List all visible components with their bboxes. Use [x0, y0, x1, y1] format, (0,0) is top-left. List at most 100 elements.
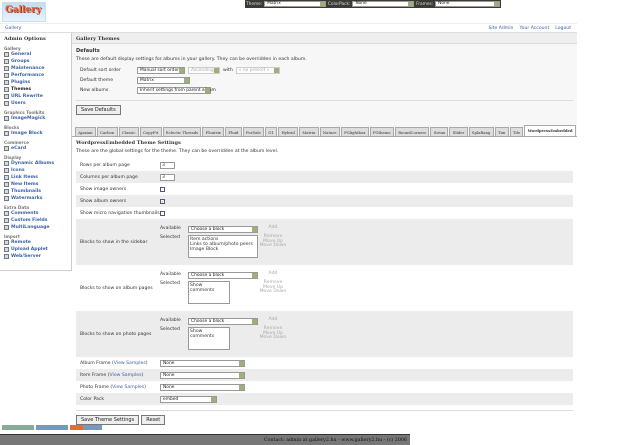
sidebar-item-image-block[interactable]: Image Block: [4, 130, 67, 137]
sidebar-item-link-items[interactable]: Link Items: [4, 174, 67, 181]
rows-input[interactable]: 3: [160, 161, 175, 169]
album-available-select[interactable]: Choose a block: [188, 272, 258, 279]
album-frame-select[interactable]: None: [160, 359, 245, 367]
view-samples-link[interactable]: View Samples: [109, 372, 142, 378]
photo-blocks-row: Blocks to show on photo pages Available C…: [76, 311, 573, 357]
micro-nav-checkbox[interactable]: [160, 210, 165, 216]
add-button[interactable]: Add: [268, 317, 278, 322]
sidebar-item-web-server[interactable]: Web/Server: [4, 253, 67, 260]
remove-button[interactable]: Remove: [263, 234, 283, 239]
sidebar-item-remote[interactable]: Remote: [4, 239, 67, 246]
tab-carbon[interactable]: Carbon: [96, 127, 118, 136]
move-up-button[interactable]: Move Up: [262, 330, 284, 336]
list-item[interactable]: Image Block: [190, 247, 219, 252]
item-frame-select[interactable]: None: [160, 371, 245, 379]
sidebar-item-upload-applet[interactable]: Upload Applet: [4, 246, 67, 253]
tab-slider[interactable]: Slider: [449, 127, 468, 136]
sidebar-item-ecard[interactable]: eCard: [4, 145, 67, 152]
move-up-button[interactable]: Move Up: [262, 238, 284, 244]
tab-classic[interactable]: Classic: [118, 127, 139, 136]
sidebar-item-dynamic-albums[interactable]: Dynamic Albums: [4, 160, 67, 167]
frames-select[interactable]: None: [435, 1, 500, 7]
site-admin-link[interactable]: Site Admin: [488, 26, 514, 31]
tab-floatrix[interactable]: Floatrix: [202, 127, 225, 136]
sidebar-item-url-rewrite[interactable]: URL Rewrite: [4, 93, 67, 100]
list-item[interactable]: Show comments: [190, 329, 215, 339]
remove-button[interactable]: Remove: [263, 326, 283, 331]
sidebar-item-users[interactable]: Users: [4, 100, 67, 107]
sidebar-item-groups[interactable]: Groups: [4, 58, 67, 65]
add-button[interactable]: Add: [268, 225, 278, 230]
list-item[interactable]: Item actions: [190, 237, 219, 242]
sidebar-item-custom-fields[interactable]: Custom Fields: [4, 217, 67, 224]
sidebar-item-multilanguage[interactable]: MultiLanguage: [4, 224, 67, 231]
tab-tile[interactable]: Tile: [509, 127, 524, 136]
sidebar-available-select[interactable]: Choose a block: [188, 226, 258, 233]
photo-available-select[interactable]: Choose a block: [188, 318, 258, 325]
move-down-button[interactable]: Move Down: [259, 289, 287, 294]
tab-pgtheme[interactable]: PGtheme: [369, 127, 394, 136]
sidebar-item-imagemagick[interactable]: ImageMagick: [4, 115, 67, 122]
list-item[interactable]: Links to album/photo peers: [190, 242, 253, 247]
sidebar-item-icons[interactable]: Icons: [4, 167, 67, 174]
tab-matrix[interactable]: Matrix: [299, 127, 319, 136]
validator-badge[interactable]: [2, 425, 34, 430]
tab-ajaxian[interactable]: Ajaxian: [75, 127, 96, 136]
cols-input[interactable]: 3: [160, 173, 175, 181]
gallery-badge[interactable]: [36, 425, 68, 430]
move-up-button[interactable]: Move Up: [262, 284, 284, 290]
sidebar-item-new-items[interactable]: New Items: [4, 181, 67, 188]
view-samples-link[interactable]: View Samples: [112, 384, 145, 390]
selected-label: Selected: [160, 327, 180, 332]
tab-g1[interactable]: G1: [265, 127, 278, 136]
tab-fluid[interactable]: Fluid: [225, 127, 242, 136]
default-theme-select[interactable]: Matrix: [137, 76, 190, 84]
view-samples-link[interactable]: View Samples: [113, 360, 146, 366]
tab-tim[interactable]: Tim: [494, 127, 509, 136]
new-albums-select[interactable]: Inherit settings from parent album: [137, 86, 216, 94]
logout-link[interactable]: Logout: [555, 26, 571, 31]
sidebar-item-performance[interactable]: Performance: [4, 72, 67, 79]
tab-hybrid[interactable]: Hybrid: [278, 127, 299, 136]
tab-splabang[interactable]: SplaBang: [468, 127, 494, 136]
sidebar-item-plugins[interactable]: Plugins: [4, 79, 67, 86]
sidebar-item-comments[interactable]: Comments: [4, 210, 67, 217]
colorpack-select[interactable]: None: [352, 1, 415, 7]
album-owners-checkbox[interactable]: ✓: [160, 198, 165, 204]
tab-nature[interactable]: Nature: [319, 127, 340, 136]
sidebar-item-thumbnails[interactable]: Thumbnails: [4, 188, 67, 195]
move-down-button[interactable]: Move Down: [259, 243, 287, 248]
save-defaults-button[interactable]: Save Defaults: [76, 105, 121, 115]
move-down-button[interactable]: Move Down: [259, 335, 287, 340]
gallery-version-badge[interactable]: [70, 425, 102, 430]
tab-forsale[interactable]: ForSale: [242, 127, 265, 136]
remove-button[interactable]: Remove: [263, 280, 283, 285]
sort-direction-select[interactable]: Ascending: [188, 66, 220, 74]
sidebar-item-watermarks[interactable]: Watermarks: [4, 195, 67, 202]
sidebar-selected-list[interactable]: Item actions Links to album/photo peers Im…: [188, 235, 258, 258]
tab-pglightbox[interactable]: PGlightbox: [340, 127, 369, 136]
tab-eclectic-threads[interactable]: Eclectic Threads: [162, 127, 202, 136]
sidebar-item-themes[interactable]: Themes: [4, 86, 67, 93]
save-theme-settings-button[interactable]: Save Theme Settings: [76, 415, 140, 425]
album-selected-list[interactable]: Show comments: [188, 281, 230, 304]
reset-button[interactable]: Reset: [141, 415, 166, 425]
sidebar-item-maintenance[interactable]: Maintenance: [4, 65, 67, 72]
your-account-link[interactable]: Your Account: [519, 26, 550, 31]
presort-select[interactable]: « no presort »: [235, 66, 280, 74]
theme-select[interactable]: Matrix: [264, 1, 326, 7]
sort-order-select[interactable]: Manual sort order: [137, 66, 185, 74]
tab-siriux[interactable]: Siriux: [430, 127, 449, 136]
color-pack-select[interactable]: embed: [160, 395, 217, 403]
list-item[interactable]: Show comments: [190, 283, 215, 293]
breadcrumb-gallery[interactable]: Gallery: [5, 26, 22, 31]
tab-wordpressembedded[interactable]: WordpressEmbedded: [524, 125, 576, 136]
image-owners-checkbox[interactable]: [160, 186, 165, 192]
gallery-logo[interactable]: Gallery: [2, 2, 46, 22]
sidebar-item-general[interactable]: General: [4, 51, 67, 58]
photo-frame-select[interactable]: None: [160, 383, 245, 391]
tab-roundcorners[interactable]: RoundCorners: [394, 127, 430, 136]
tab-copyfit[interactable]: CopyFit: [139, 127, 162, 136]
photo-selected-list[interactable]: Show comments: [188, 327, 230, 350]
add-button[interactable]: Add: [268, 271, 278, 276]
